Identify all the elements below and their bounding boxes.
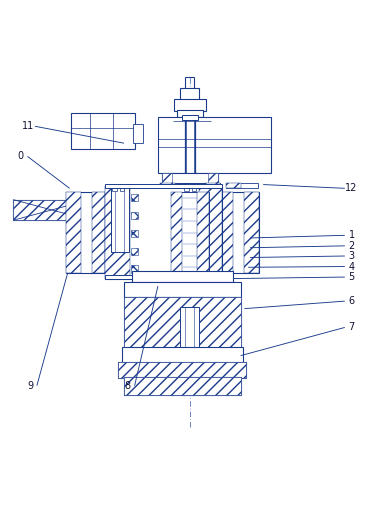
- Bar: [124, 282, 241, 297]
- Bar: [122, 347, 243, 363]
- Text: 1: 1: [349, 230, 355, 240]
- Bar: [66, 192, 105, 273]
- Bar: [131, 247, 138, 255]
- Text: 7: 7: [349, 323, 355, 332]
- Bar: [192, 194, 199, 202]
- Bar: [89, 206, 105, 216]
- Bar: [131, 230, 138, 237]
- Bar: [132, 271, 233, 282]
- Polygon shape: [208, 173, 218, 184]
- Bar: [183, 183, 197, 186]
- Polygon shape: [124, 297, 241, 348]
- Polygon shape: [171, 192, 182, 273]
- Bar: [133, 124, 143, 143]
- Bar: [71, 113, 135, 149]
- Text: 2: 2: [349, 241, 355, 251]
- Bar: [112, 184, 117, 191]
- Bar: [131, 212, 138, 219]
- Bar: [111, 186, 129, 252]
- Text: 11: 11: [22, 121, 34, 131]
- Polygon shape: [205, 183, 220, 188]
- Bar: [174, 99, 206, 111]
- Polygon shape: [92, 192, 105, 273]
- Polygon shape: [105, 186, 130, 279]
- Bar: [131, 265, 138, 273]
- Bar: [177, 111, 203, 117]
- Bar: [171, 192, 209, 273]
- Bar: [180, 307, 199, 348]
- Polygon shape: [118, 362, 246, 378]
- Bar: [124, 297, 241, 348]
- Bar: [226, 183, 258, 188]
- Polygon shape: [13, 200, 90, 220]
- Bar: [162, 173, 218, 184]
- Text: 8: 8: [125, 381, 131, 391]
- Bar: [182, 332, 198, 343]
- Bar: [13, 200, 90, 220]
- Polygon shape: [197, 192, 209, 273]
- Bar: [131, 194, 138, 202]
- Bar: [118, 362, 246, 378]
- Polygon shape: [162, 173, 172, 184]
- Text: 6: 6: [349, 296, 355, 306]
- Bar: [105, 184, 222, 187]
- Polygon shape: [160, 183, 175, 188]
- Bar: [158, 117, 271, 173]
- Bar: [192, 230, 199, 237]
- Polygon shape: [226, 183, 241, 188]
- Bar: [192, 212, 199, 219]
- Bar: [124, 377, 241, 395]
- Bar: [128, 296, 237, 309]
- Polygon shape: [244, 192, 259, 273]
- Bar: [105, 186, 222, 279]
- Text: 5: 5: [349, 272, 355, 282]
- Bar: [192, 247, 199, 255]
- Bar: [105, 275, 222, 279]
- Polygon shape: [199, 186, 222, 279]
- Text: 9: 9: [27, 381, 33, 391]
- Polygon shape: [221, 192, 233, 273]
- Bar: [160, 183, 220, 188]
- Bar: [182, 347, 197, 354]
- Bar: [184, 184, 189, 191]
- Bar: [192, 184, 196, 191]
- Bar: [180, 88, 199, 100]
- Polygon shape: [66, 192, 81, 273]
- Bar: [221, 192, 259, 273]
- Text: 3: 3: [349, 251, 355, 261]
- Text: 0: 0: [18, 152, 24, 161]
- Text: 12: 12: [346, 183, 358, 194]
- Text: 4: 4: [349, 262, 355, 271]
- Bar: [192, 265, 199, 273]
- Bar: [182, 115, 198, 120]
- Bar: [120, 184, 124, 191]
- Polygon shape: [124, 377, 241, 395]
- Bar: [185, 354, 194, 358]
